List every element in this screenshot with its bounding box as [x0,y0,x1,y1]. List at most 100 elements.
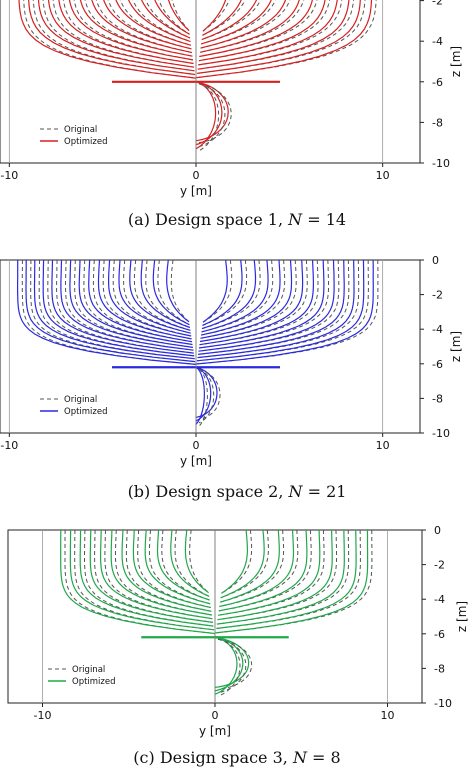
optimized-section [25,260,196,363]
caption-c: (c) Design space 3, N = 8 [0,748,474,767]
optimized-section [140,259,191,329]
original-section [202,259,233,323]
optimized-section [156,529,210,601]
y-tick-label: -8 [432,392,443,405]
legend-optimized-label: Optimized [72,677,116,687]
x-tick-label: 0 [212,709,219,722]
optimized-section [201,259,257,330]
bulb-section-original [217,638,247,694]
optimized-section [69,259,193,348]
optimized-section [197,260,355,359]
original-section [102,259,192,340]
bulb-section-original [198,83,219,152]
original-section [107,0,192,50]
original-section [215,530,373,634]
optimized-section [88,259,193,343]
original-section [217,529,338,621]
optimized-section [199,259,304,343]
original-section [197,260,350,355]
original-section [84,529,214,627]
y-tick-label: -8 [432,116,443,129]
optimized-section [42,259,195,357]
original-section [201,0,277,45]
bulb-section [214,636,238,695]
optimized-section [51,259,194,354]
chart-panel-a: -10 0 10 -2 -4 -6 -8 -10 y [m] z [m] Original Optim… [0,0,463,198]
original-section [221,529,253,594]
legend-optimized-label: Optimized [64,137,108,147]
bulb-section-original [198,368,208,427]
y-tick-label: -4 [434,593,445,606]
original-section [197,0,355,70]
optimized-section [201,259,269,333]
bulb-section-original [217,638,241,697]
optimized-section [58,0,194,65]
optimized-section [198,0,338,66]
optimized-section [118,259,191,334]
original-section [145,259,191,328]
original-section [196,260,369,362]
caption-c-value: = 8 [306,748,341,767]
y-tick-label: -2 [434,559,445,572]
optimized-section [219,529,295,608]
optimized-section [201,0,258,41]
optimized-section [110,529,212,616]
legend-optimized-label: Optimized [64,407,108,417]
hull-sections [17,259,379,427]
optimized-section [219,529,280,603]
original-section [199,259,308,342]
optimized-section [79,0,193,57]
chart-panel-c: -10 0 10 0 -2 -4 -6 -8 -10 y [m] z [m] Original Opti… [7,524,469,738]
optimized-section [91,0,193,54]
bulb-section-original [198,368,221,420]
hull-sections [60,529,373,697]
optimized-section [196,260,365,362]
original-section [200,259,297,339]
caption-a-symbol: N [288,210,303,229]
original-section [218,529,312,612]
original-section [115,529,212,616]
x-axis-label: y [m] [180,454,212,468]
original-section [196,260,379,365]
optimized-section [37,0,195,72]
legend-original-label: Original [72,665,105,675]
y-axis-label: z [m] [449,331,463,362]
x-tick-label: 10 [376,439,390,452]
optimized-section [198,0,326,62]
original-section [94,529,213,623]
optimized-section [202,0,242,36]
original-section [74,259,193,348]
y-tick-label: -2 [432,0,443,8]
optimized-section [100,529,213,620]
original-section [198,0,343,66]
optimized-section [129,259,191,331]
caption-b-value: = 21 [302,482,347,501]
original-section [199,0,318,57]
y-tick-label: -10 [434,697,452,710]
y-tick-label: -2 [432,289,443,302]
original-section [112,259,192,337]
optimized-section [202,259,228,323]
bulb-section [214,636,250,689]
original-section [199,259,319,346]
plot-frame [0,259,421,434]
original-section [21,260,196,365]
y-tick-label: -4 [432,35,443,48]
optimized-section [121,529,212,612]
optimized-section [217,529,321,616]
x-tick-label: 10 [381,709,395,722]
optimized-section [144,529,211,605]
y-tick-label: -6 [432,76,443,89]
original-section [133,259,191,331]
original-section [219,529,285,603]
optimized-section [154,0,190,35]
optimized-section [202,0,227,32]
x-tick-label: -10 [0,439,18,452]
optimized-section [103,0,192,50]
caption-b: (b) Design space 2, N = 21 [0,482,474,501]
plot-frame [0,0,421,164]
original-section [83,259,193,345]
optimized-section [167,0,190,32]
optimized-section [199,0,300,53]
original-section [38,260,195,360]
